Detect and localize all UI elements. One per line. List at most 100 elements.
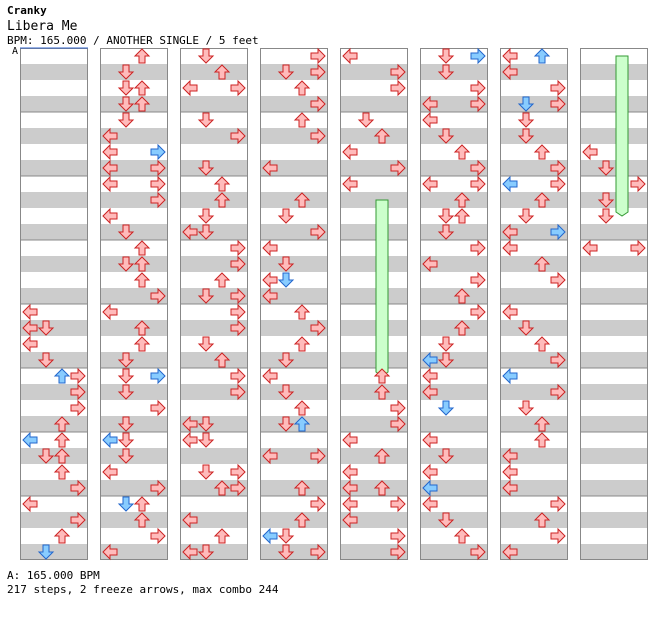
up-arrow-icon <box>533 256 551 272</box>
left-arrow-icon <box>102 431 118 449</box>
right-arrow-icon <box>70 399 86 417</box>
up-arrow-icon <box>293 192 311 208</box>
left-arrow-icon <box>22 319 38 337</box>
beat-stripe <box>260 160 328 176</box>
down-arrow-icon <box>277 208 295 224</box>
beat-stripe <box>580 512 648 528</box>
left-arrow-icon <box>502 303 518 321</box>
beat-stripe <box>20 128 88 144</box>
left-arrow-icon <box>102 463 118 481</box>
up-arrow-icon <box>293 512 311 528</box>
up-arrow-icon <box>133 320 151 336</box>
right-arrow-icon <box>550 271 566 289</box>
beat-stripe <box>180 384 248 400</box>
beat-stripe <box>340 288 408 304</box>
beat-stripe <box>580 288 648 304</box>
left-arrow-icon <box>422 175 438 193</box>
beat-stripe <box>180 128 248 144</box>
down-arrow-icon <box>117 224 135 240</box>
up-arrow-icon <box>213 192 231 208</box>
beat-stripe <box>500 384 568 400</box>
left-arrow-icon <box>342 511 358 529</box>
up-arrow-icon <box>453 144 471 160</box>
down-arrow-icon <box>117 256 135 272</box>
left-arrow-icon <box>502 175 518 193</box>
beat-stripe <box>100 512 168 528</box>
down-arrow-icon <box>277 416 295 432</box>
up-arrow-icon <box>533 512 551 528</box>
beat-stripe <box>100 128 168 144</box>
down-arrow-icon <box>437 448 455 464</box>
left-arrow-icon <box>502 543 518 561</box>
down-arrow-icon <box>197 208 215 224</box>
up-arrow-icon <box>293 304 311 320</box>
right-arrow-icon <box>550 495 566 513</box>
beat-stripe <box>260 224 328 240</box>
right-arrow-icon <box>230 383 246 401</box>
down-arrow-icon <box>117 96 135 112</box>
right-arrow-icon <box>550 383 566 401</box>
beat-stripe <box>340 448 408 464</box>
beat-stripe <box>340 512 408 528</box>
up-arrow-icon <box>533 192 551 208</box>
right-arrow-icon <box>150 191 166 209</box>
down-arrow-icon <box>437 128 455 144</box>
beat-stripe <box>340 352 408 368</box>
up-arrow-icon <box>133 240 151 256</box>
up-arrow-icon <box>293 80 311 96</box>
chart-column <box>340 48 408 560</box>
up-arrow-icon <box>293 336 311 352</box>
beat-stripe <box>260 512 328 528</box>
left-arrow-icon <box>262 447 278 465</box>
up-arrow-icon <box>293 112 311 128</box>
down-arrow-icon <box>517 320 535 336</box>
left-arrow-icon <box>262 159 278 177</box>
right-arrow-icon <box>230 303 246 321</box>
beat-stripe <box>260 352 328 368</box>
chart-column <box>260 48 328 560</box>
down-arrow-icon <box>517 128 535 144</box>
left-arrow-icon <box>182 431 198 449</box>
right-arrow-icon <box>230 287 246 305</box>
chart-column <box>20 48 88 560</box>
down-arrow-icon <box>597 208 615 224</box>
beat-stripe <box>260 64 328 80</box>
left-arrow-icon <box>422 495 438 513</box>
up-arrow-icon <box>533 48 551 64</box>
beat-stripe <box>580 480 648 496</box>
column-border <box>420 48 488 560</box>
left-arrow-icon <box>502 447 518 465</box>
beat-stripe <box>340 160 408 176</box>
left-arrow-icon <box>502 239 518 257</box>
left-arrow-icon <box>22 335 38 353</box>
right-arrow-icon <box>550 159 566 177</box>
down-arrow-icon <box>357 112 375 128</box>
beat-stripe <box>100 320 168 336</box>
beat-stripe <box>340 96 408 112</box>
beat-stripe <box>340 256 408 272</box>
up-arrow-icon <box>133 512 151 528</box>
up-arrow-icon <box>453 208 471 224</box>
right-arrow-icon <box>70 383 86 401</box>
column-border <box>180 48 248 560</box>
down-arrow-icon <box>197 336 215 352</box>
beat-stripe <box>580 192 648 208</box>
beat-stripe <box>180 256 248 272</box>
left-arrow-icon <box>262 271 278 289</box>
up-arrow-icon <box>373 448 391 464</box>
beat-stripe <box>340 224 408 240</box>
left-arrow-icon <box>582 143 598 161</box>
chart-column <box>580 48 648 560</box>
beat-stripe <box>500 96 568 112</box>
left-arrow-icon <box>422 95 438 113</box>
chart-meta: BPM: 165.000 / ANOTHER SINGLE / 5 feet <box>7 34 259 47</box>
bpm-line: A: 165.000 BPM <box>7 569 100 582</box>
beat-stripe <box>500 288 568 304</box>
beat-stripe <box>420 224 488 240</box>
up-arrow-icon <box>533 432 551 448</box>
beat-stripe <box>180 512 248 528</box>
beat-stripe <box>500 192 568 208</box>
left-arrow-icon <box>102 143 118 161</box>
left-arrow-icon <box>22 431 38 449</box>
down-arrow-icon <box>117 384 135 400</box>
